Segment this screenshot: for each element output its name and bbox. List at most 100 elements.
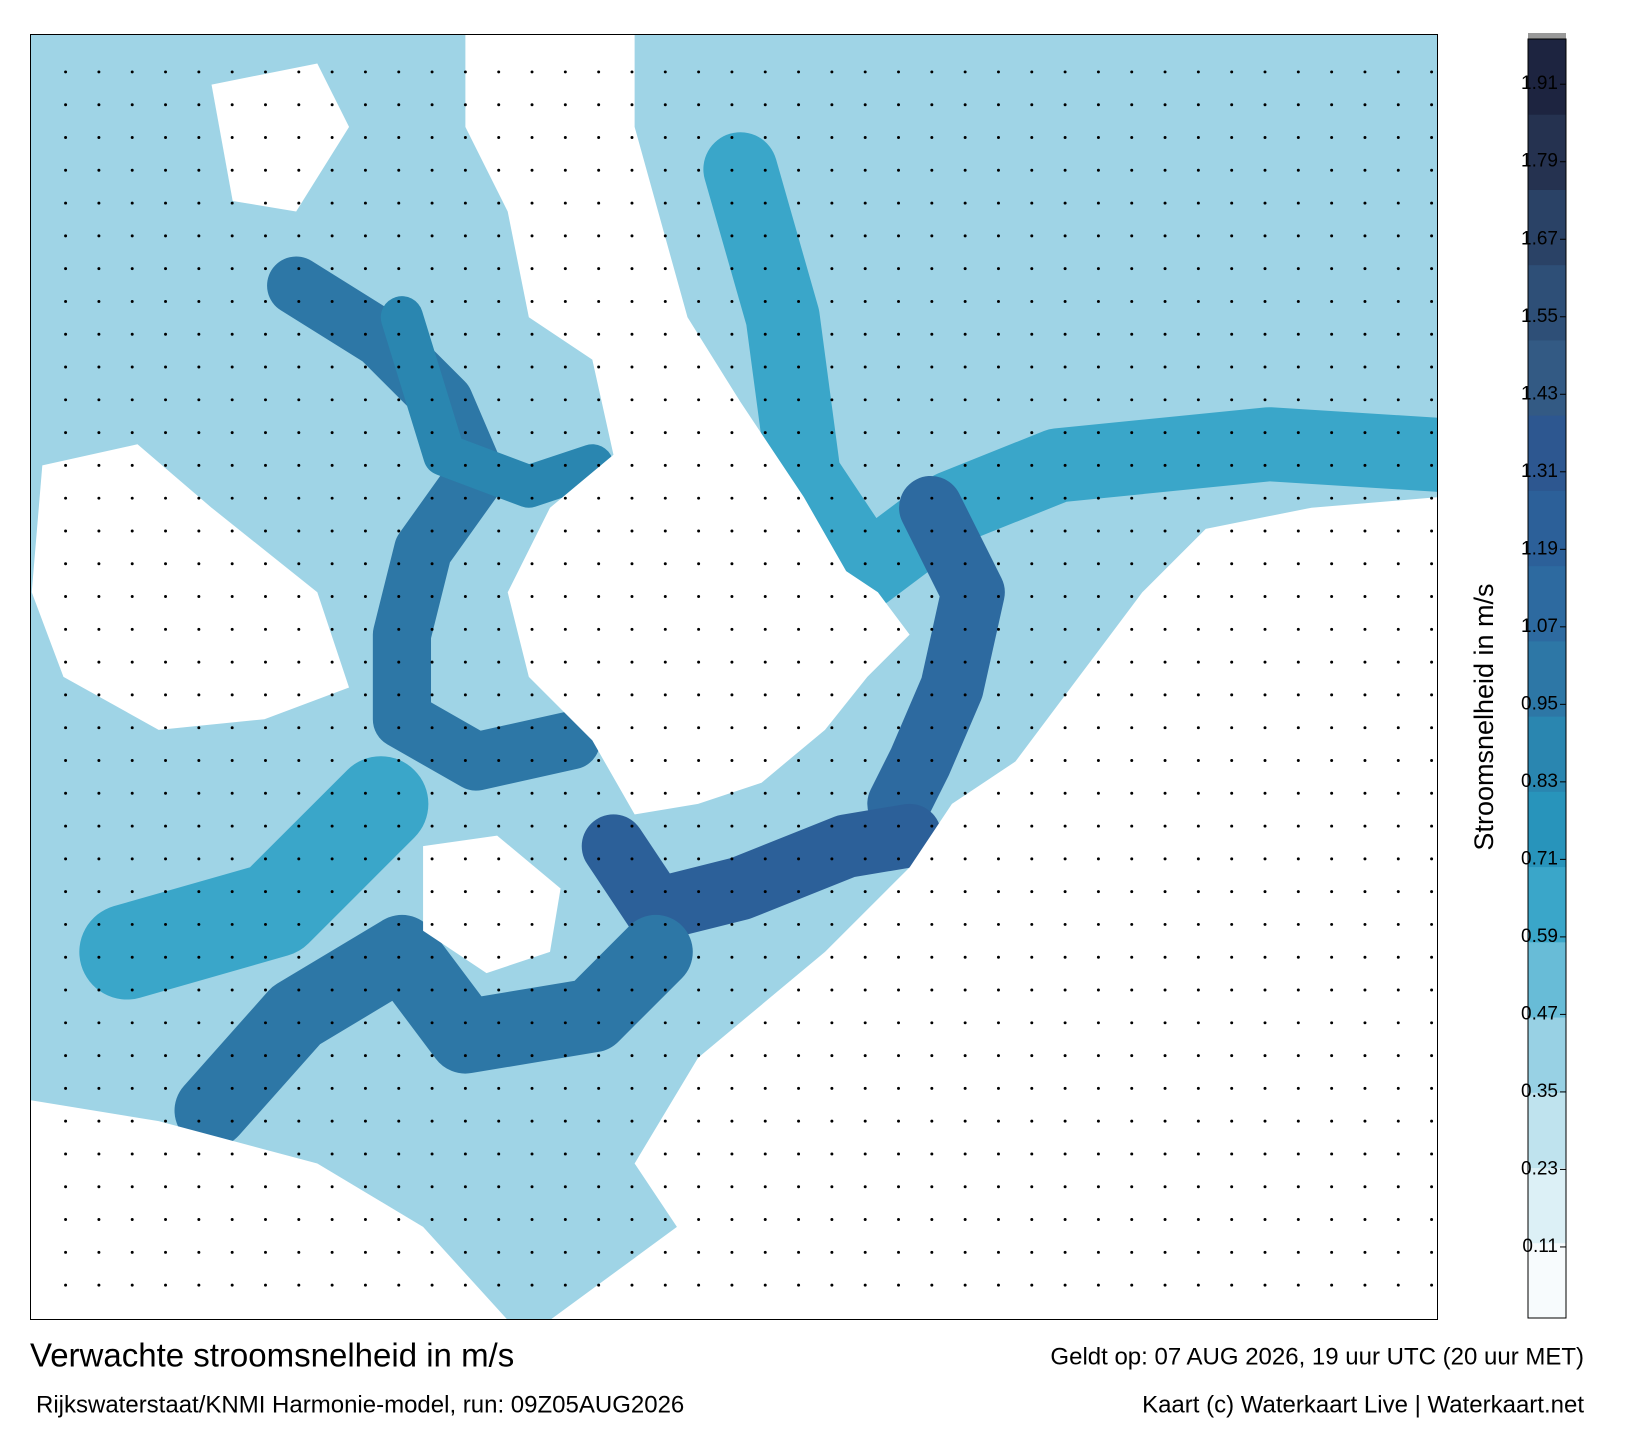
grid-dot <box>64 955 68 959</box>
grid-dot <box>130 1185 134 1189</box>
colorbar-band <box>1528 640 1566 717</box>
grid-dot <box>830 103 834 107</box>
grid-dot <box>1296 693 1300 697</box>
grid-dot <box>1363 103 1367 107</box>
grid-dot <box>1063 431 1067 435</box>
grid-dot <box>64 1119 68 1123</box>
colorbar-tick-label: 1.91 <box>1521 73 1558 94</box>
grid-dot <box>430 759 434 762</box>
grid-dot <box>230 922 234 926</box>
grid-dot <box>1163 1185 1167 1189</box>
grid-dot <box>830 365 834 369</box>
grid-dot <box>463 365 467 369</box>
grid-dot <box>797 136 801 139</box>
channels <box>79 132 1438 1148</box>
grid-dot <box>530 562 534 566</box>
grid-dot <box>463 168 467 172</box>
grid-dot <box>97 693 101 697</box>
grid-dot <box>1230 890 1234 894</box>
grid-dot <box>897 496 900 500</box>
grid-dot <box>963 988 967 992</box>
grid-dot <box>264 660 267 664</box>
grid-dot <box>1363 660 1367 664</box>
grid-dot <box>330 398 334 402</box>
grid-dot <box>130 1250 134 1254</box>
grid-dot <box>1230 103 1234 107</box>
grid-dot <box>330 1218 334 1222</box>
grid-dot <box>797 791 801 795</box>
grid-dot <box>697 824 701 828</box>
grid-dot <box>363 1152 367 1156</box>
grid-dot <box>630 1283 634 1287</box>
grid-dot <box>397 168 401 172</box>
grid-dot <box>563 1185 567 1189</box>
grid-dot <box>164 365 168 369</box>
grid-dot <box>630 1152 634 1156</box>
grid-dot <box>1430 463 1434 467</box>
grid-dot <box>430 1054 434 1058</box>
grid-dot <box>397 824 401 828</box>
grid-dot <box>130 759 134 762</box>
grid-dot <box>996 922 1000 926</box>
grid-dot <box>1396 431 1400 435</box>
grid-dot <box>1063 660 1067 664</box>
grid-dot <box>1230 431 1234 435</box>
grid-dot <box>530 857 534 861</box>
grid-dot <box>1030 267 1034 271</box>
grid-dot <box>130 562 134 566</box>
grid-dot <box>630 70 634 74</box>
grid-dot <box>1063 955 1067 959</box>
grid-dot <box>530 529 534 533</box>
grid-dot <box>130 332 134 336</box>
grid-dot <box>1230 234 1234 238</box>
grid-dot <box>930 299 934 303</box>
grid-dot <box>563 267 567 271</box>
grid-dot <box>1396 791 1400 795</box>
grid-dot <box>930 922 934 926</box>
grid-dot <box>1130 759 1134 762</box>
colorbar-band <box>1528 1242 1566 1319</box>
grid-dot <box>1296 1021 1300 1025</box>
grid-dot <box>264 759 267 762</box>
grid-dot <box>1163 201 1167 205</box>
colorbar-tick-label: 1.67 <box>1521 228 1558 249</box>
grid-dot <box>1096 1218 1100 1222</box>
grid-dot <box>130 890 134 894</box>
grid-dot <box>64 332 68 336</box>
grid-dot <box>1430 627 1434 631</box>
grid-dot <box>1163 496 1167 500</box>
grid-dot <box>463 791 467 795</box>
grid-dot <box>663 1086 667 1090</box>
grid-dot <box>763 267 767 271</box>
grid-dot <box>1030 988 1034 992</box>
grid-dot <box>563 922 567 926</box>
grid-dot <box>697 431 701 435</box>
grid-dot <box>397 398 401 402</box>
grid-dot <box>930 595 934 599</box>
grid-dot <box>630 201 634 205</box>
grid-dot <box>930 234 934 238</box>
grid-dot <box>1296 562 1300 566</box>
grid-dot <box>1130 168 1134 172</box>
grid-dot <box>1296 726 1300 730</box>
grid-dot <box>330 660 334 664</box>
grid-dot <box>463 332 467 336</box>
grid-dot <box>64 103 68 107</box>
grid-dot <box>397 693 401 697</box>
grid-dot <box>830 136 834 139</box>
grid-dot <box>497 726 501 730</box>
grid-dot <box>297 234 301 238</box>
grid-dot <box>1130 726 1134 730</box>
grid-dot <box>197 988 201 992</box>
grid-dot <box>497 103 501 107</box>
grid-dot <box>963 1152 967 1156</box>
grid-dot <box>1330 922 1334 926</box>
grid-dot <box>1363 726 1367 730</box>
grid-dot <box>430 529 434 533</box>
grid-dot <box>863 529 867 533</box>
grid-dot <box>1196 1185 1200 1189</box>
grid-dot <box>1430 332 1434 336</box>
grid-dot <box>230 1250 234 1254</box>
grid-dot <box>996 201 1000 205</box>
